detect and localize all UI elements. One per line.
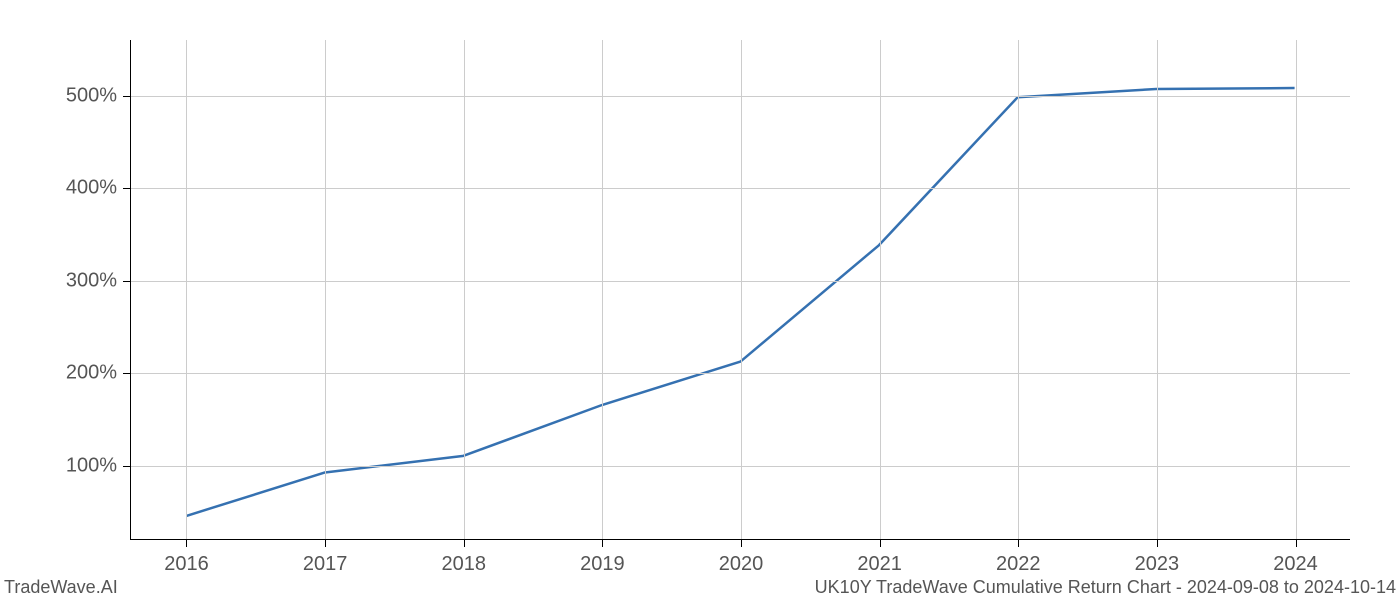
footer-right-text: UK10Y TradeWave Cumulative Return Chart … [815, 577, 1396, 598]
gridline-v [880, 40, 881, 539]
tick-mark-x [1157, 539, 1158, 547]
gridline-v [325, 40, 326, 539]
y-tick-label: 400% [66, 177, 117, 200]
x-tick-label: 2020 [719, 553, 764, 576]
x-tick-label: 2016 [164, 553, 209, 576]
gridline-v [186, 40, 187, 539]
y-tick-label: 500% [66, 84, 117, 107]
footer-left-text: TradeWave.AI [4, 577, 118, 598]
tick-mark-x [186, 539, 187, 547]
tick-mark-y [123, 466, 131, 467]
x-tick-label: 2024 [1273, 553, 1318, 576]
x-tick-label: 2022 [996, 553, 1041, 576]
tick-mark-x [602, 539, 603, 547]
plot-area: 100%200%300%400%500%20162017201820192020… [130, 40, 1350, 540]
tick-mark-y [123, 373, 131, 374]
tick-mark-x [325, 539, 326, 547]
gridline-v [1296, 40, 1297, 539]
gridline-v [1157, 40, 1158, 539]
x-tick-label: 2023 [1135, 553, 1180, 576]
tick-mark-x [880, 539, 881, 547]
tick-mark-x [464, 539, 465, 547]
chart-container: 100%200%300%400%500%20162017201820192020… [130, 40, 1350, 540]
x-tick-label: 2018 [441, 553, 486, 576]
tick-mark-x [1018, 539, 1019, 547]
tick-mark-y [123, 188, 131, 189]
tick-mark-x [741, 539, 742, 547]
gridline-v [464, 40, 465, 539]
x-tick-label: 2019 [580, 553, 625, 576]
y-tick-label: 100% [66, 454, 117, 477]
y-tick-label: 300% [66, 269, 117, 292]
gridline-v [1018, 40, 1019, 539]
gridline-v [602, 40, 603, 539]
y-tick-label: 200% [66, 362, 117, 385]
tick-mark-x [1296, 539, 1297, 547]
tick-mark-y [123, 281, 131, 282]
gridline-v [741, 40, 742, 539]
x-tick-label: 2017 [303, 553, 348, 576]
tick-mark-y [123, 96, 131, 97]
x-tick-label: 2021 [857, 553, 902, 576]
